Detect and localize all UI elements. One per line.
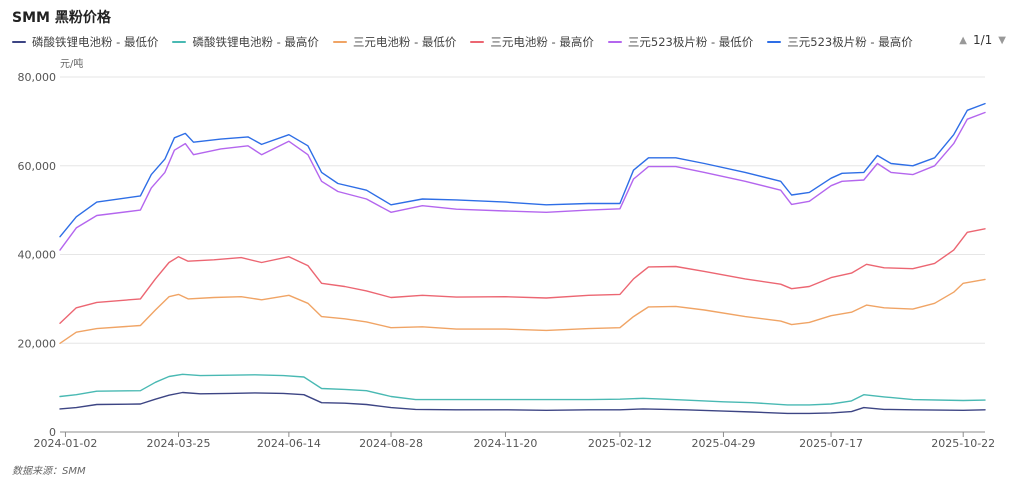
legend-item[interactable]: 三元523极片粉 - 最高价 <box>767 34 913 50</box>
data-source: 数据来源：SMM <box>12 466 86 477</box>
x-tick-label: 2024-03-25 <box>147 437 211 450</box>
x-tick-label: 2024-01-02 <box>33 437 97 450</box>
legend-item[interactable]: 磷酸铁锂电池粉 - 最高价 <box>172 34 319 50</box>
y-tick-label: 0 <box>49 426 56 439</box>
chart-title: SMM 黑粉价格 <box>12 10 111 26</box>
y-tick-label: 20,000 <box>18 337 57 350</box>
legend-swatch <box>332 41 347 43</box>
series-line-3 <box>59 278 986 344</box>
pager-next-icon[interactable]: ▼ <box>998 34 1006 46</box>
series-line-6 <box>59 102 986 238</box>
legend-swatch <box>470 41 485 43</box>
legend-label: 磷酸铁锂电池粉 - 最低价 <box>32 35 159 49</box>
x-tick-label: 2025-10-22 <box>931 437 995 450</box>
y-tick-label: 80,000 <box>18 71 57 84</box>
pager-text: 1/1 <box>972 33 993 47</box>
legend-swatch <box>12 41 26 43</box>
legend-pager: ▲ 1/1 ▼ <box>955 33 1010 47</box>
x-tick-label: 2025-04-29 <box>691 437 755 450</box>
legend-swatch <box>607 41 622 43</box>
legend-swatch <box>767 41 782 43</box>
legend-label: 三元电池粉 - 最高价 <box>490 35 594 49</box>
x-tick-label: 2025-02-12 <box>588 437 652 450</box>
legend-label: 三元电池粉 - 最低价 <box>352 35 457 49</box>
series-line-5 <box>59 111 986 251</box>
x-tick-label: 2024-06-14 <box>257 437 321 450</box>
y-axis-unit: 元/吨 <box>60 59 84 70</box>
series-line-4 <box>59 228 986 324</box>
x-tick-label: 2024-08-28 <box>359 437 423 450</box>
pager-prev-icon[interactable]: ▲ <box>959 34 967 46</box>
x-tick-label: 2025-07-17 <box>799 437 863 450</box>
series-line-2 <box>59 373 986 406</box>
y-tick-label: 40,000 <box>18 249 57 262</box>
legend-swatch <box>172 41 187 43</box>
legend-item[interactable]: 三元电池粉 - 最高价 <box>470 34 594 50</box>
legend-label: 三元523极片粉 - 最低价 <box>627 35 754 49</box>
x-tick-label: 2024-11-20 <box>474 437 538 450</box>
legend-label: 磷酸铁锂电池粉 - 最高价 <box>192 35 319 49</box>
legend-label: 三元523极片粉 - 最高价 <box>787 35 913 49</box>
legend-item[interactable]: 磷酸铁锂电池粉 - 最低价 <box>12 34 158 50</box>
legend: 磷酸铁锂电池粉 - 最低价 磷酸铁锂电池粉 - 最高价 三元电池粉 - 最低价 三元电… <box>12 33 927 51</box>
series-line-1 <box>59 391 986 415</box>
y-tick-label: 60,000 <box>18 160 57 173</box>
legend-item[interactable]: 三元523极片粉 - 最低价 <box>607 34 754 50</box>
legend-item[interactable]: 三元电池粉 - 最低价 <box>332 34 457 50</box>
